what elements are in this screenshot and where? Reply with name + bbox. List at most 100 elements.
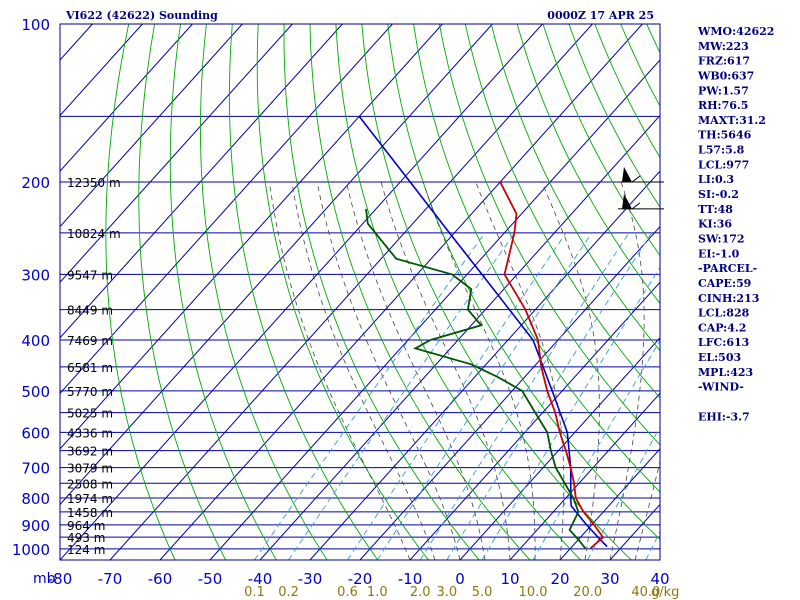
dry-adiabat-line bbox=[335, 24, 581, 560]
wind-barb-flag bbox=[631, 175, 641, 183]
dry-adiabat-line bbox=[387, 24, 660, 541]
isotherm-line bbox=[259, 114, 660, 560]
isotherm-line bbox=[60, 24, 343, 339]
index-entry: LFC:613 bbox=[698, 336, 749, 349]
temperature-tick-label: 30 bbox=[600, 570, 619, 588]
isotherm-line bbox=[359, 225, 660, 560]
mixing-ratio-line bbox=[532, 339, 660, 560]
height-label: 9547 m bbox=[67, 268, 113, 282]
moist-adiabat-line bbox=[291, 181, 436, 560]
height-label: 493 m bbox=[67, 531, 105, 545]
index-entry: L57:5.8 bbox=[698, 144, 745, 157]
height-label: 1458 m bbox=[67, 506, 113, 520]
index-entry: MW:223 bbox=[698, 40, 749, 53]
isotherm-line bbox=[60, 24, 443, 450]
wind-barbs bbox=[618, 167, 664, 210]
index-entry: WMO:42622 bbox=[697, 25, 774, 38]
dry-adiabat-line bbox=[169, 24, 277, 560]
wind-barb bbox=[618, 167, 664, 183]
isotherm-line bbox=[459, 337, 660, 560]
mixing-ratio-line bbox=[376, 232, 593, 560]
parcel-line bbox=[358, 115, 608, 548]
height-label: 10824 m bbox=[67, 227, 121, 241]
pressure-tick-label: 600 bbox=[21, 424, 50, 442]
temperature-tick-label: -20 bbox=[348, 570, 373, 588]
index-entry: CAPE:59 bbox=[698, 277, 751, 290]
mixing-ratio-line bbox=[587, 426, 660, 560]
moist-adiabat-line bbox=[541, 181, 600, 560]
pressure-tick-label: 500 bbox=[21, 383, 50, 401]
index-entry: FRZ:617 bbox=[698, 55, 750, 68]
height-label: 8449 m bbox=[67, 304, 113, 318]
temperature-axis: -80 -70 -60 -50 -40 -30 -20 -10 0 10 20 30 40 bbox=[48, 570, 670, 588]
mixing-ratio-line bbox=[347, 232, 567, 560]
index-entry: EHI:-3.7 bbox=[698, 410, 750, 423]
isotherm-line bbox=[509, 392, 660, 560]
height-label: 124 m bbox=[67, 543, 105, 557]
height-label: 5025 m bbox=[67, 407, 113, 421]
height-label: 964 m bbox=[67, 519, 105, 533]
index-entry: MPL:423 bbox=[698, 366, 753, 379]
pressure-tick-label: 200 bbox=[21, 174, 50, 192]
mixing-ratio-tick-label: 2.0 bbox=[410, 585, 431, 600]
dry-adiabat-line bbox=[361, 24, 632, 560]
dry-adiabat-line bbox=[309, 24, 531, 560]
temperature-line bbox=[499, 181, 605, 550]
mixing-ratio-tick-label: 3.0 bbox=[437, 585, 458, 600]
height-label: 3079 m bbox=[67, 462, 113, 476]
temperature-tick-label: 20 bbox=[550, 570, 569, 588]
mixing-ratio-line bbox=[481, 266, 660, 560]
pressure-tick-label: 1000 bbox=[12, 541, 50, 559]
height-label: 3692 m bbox=[67, 445, 113, 459]
wind-barb-pennant bbox=[622, 167, 632, 183]
isotherm-line bbox=[159, 24, 643, 560]
pressure-tick-label: 900 bbox=[21, 517, 50, 535]
mixing-ratio-axis: 0.1 0.2 0.6 1.0 2.0 3.0 5.0 10.0 20.0 40.0 bbox=[244, 585, 660, 600]
pressure-tick-label: 300 bbox=[21, 266, 50, 284]
index-entry: KI:36 bbox=[698, 218, 732, 231]
isotherm-line bbox=[109, 24, 593, 560]
mixing-ratio-unit-label: g/kg bbox=[651, 585, 679, 600]
moist-adiabat-line bbox=[380, 181, 511, 560]
isotherm-line bbox=[60, 24, 293, 283]
dry-adiabat-line bbox=[138, 24, 227, 560]
mixing-ratio-tick-label: 10.0 bbox=[519, 585, 548, 600]
mixing-ratio-tick-label: 5.0 bbox=[472, 585, 493, 600]
height-label: 6581 m bbox=[67, 361, 113, 375]
isotherm-line bbox=[60, 24, 493, 506]
index-entry: CINH:213 bbox=[698, 292, 759, 305]
valid-time: 0000Z 17 APR 25 bbox=[547, 9, 654, 22]
parcel-series bbox=[358, 115, 608, 548]
dry-adiabat-line bbox=[283, 24, 480, 560]
moist-adiabat-line bbox=[269, 181, 411, 560]
station-title: VI622 (42622) Sounding bbox=[65, 9, 218, 22]
dewpoint-line bbox=[365, 208, 587, 549]
temperature-tick-label: 40 bbox=[650, 570, 669, 588]
moist-adiabat-line bbox=[316, 181, 461, 560]
index-entry: SW:172 bbox=[698, 232, 745, 245]
pressure-unit-label: mb bbox=[33, 571, 56, 587]
pressure-tick-label: 400 bbox=[21, 332, 50, 350]
pressure-axis: 100 200 300 400 500 600 700 800 900 1000 bbox=[12, 16, 50, 559]
index-entry: LI:0.3 bbox=[698, 173, 734, 186]
mixing-ratio-line bbox=[288, 232, 516, 560]
wind-barb-pennant bbox=[622, 193, 632, 209]
pressure-tick-label: 700 bbox=[21, 460, 50, 478]
dry-adiabat-line bbox=[105, 24, 176, 560]
moist-adiabat-line bbox=[609, 181, 645, 560]
plot-frame bbox=[59, 23, 661, 561]
wind-barb bbox=[618, 193, 664, 210]
dry-adiabat-line bbox=[542, 24, 660, 257]
temperature-series bbox=[499, 181, 605, 550]
mixing-ratio-line bbox=[446, 232, 653, 560]
temperature-tick-label: -30 bbox=[298, 570, 323, 588]
pressure-tick-label: 800 bbox=[21, 490, 50, 508]
height-label: 4336 m bbox=[67, 426, 113, 440]
mixing-ratio-tick-label: 0.2 bbox=[278, 585, 299, 600]
index-entry: EI:-1.0 bbox=[698, 247, 740, 260]
index-entry: LCL:828 bbox=[698, 307, 750, 320]
height-label: 7469 m bbox=[67, 334, 113, 348]
index-entry: RH:76.5 bbox=[698, 99, 748, 112]
dewpoint-series bbox=[365, 208, 587, 549]
moist-adiabat-line bbox=[422, 181, 536, 560]
